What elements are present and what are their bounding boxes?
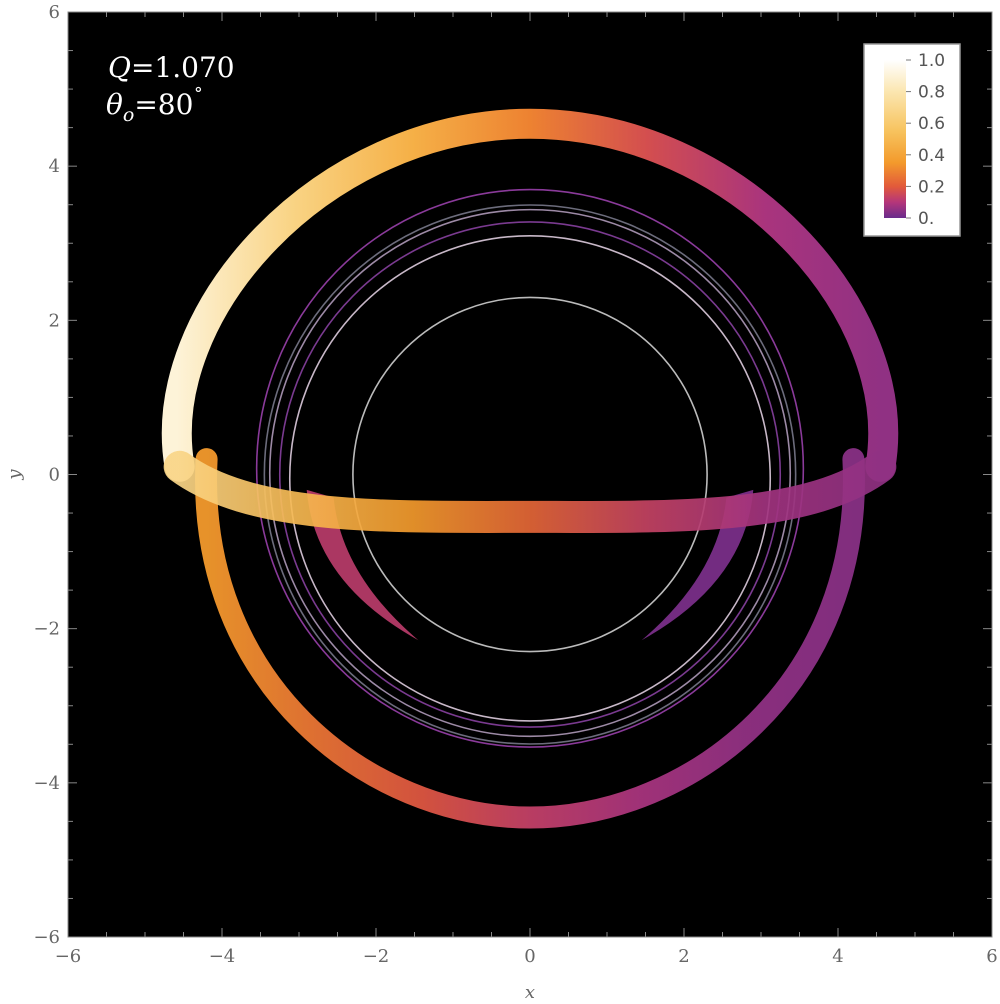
- theta-subscript: o: [123, 104, 134, 126]
- inclination-annotation: θo=80˚: [106, 85, 203, 126]
- x-tick-label: −6: [55, 946, 82, 967]
- colorbar-labels: 1.0 0.8 0.6 0.4 0.2 0.: [906, 51, 945, 229]
- charge-annotation: Q=1.070: [108, 51, 235, 84]
- y-tick-label: 4: [49, 156, 60, 177]
- y-tick-label: 6: [49, 2, 60, 23]
- axis-ticks: [67, 11, 993, 938]
- y-axis-label: y: [4, 469, 25, 481]
- x-tick-label: −4: [209, 946, 236, 967]
- colorbar: [884, 60, 906, 218]
- degree-symbol: ˚: [193, 85, 203, 109]
- colorbar-tick-label: 1.0: [918, 51, 945, 71]
- primary-image-front-band: [163, 450, 897, 533]
- colorbar-tick-label: 0.4: [918, 146, 945, 166]
- photon-ring: [288, 235, 772, 722]
- colorbar-tick-label: 0.8: [918, 83, 945, 103]
- y-tick-label: −6: [33, 927, 60, 948]
- x-tick-label: 2: [678, 946, 689, 967]
- y-tick-label: −4: [33, 773, 60, 794]
- y-tick-label: 2: [49, 310, 60, 331]
- primary-image-upper-arc: [161, 108, 899, 482]
- charge-value: =1.070: [131, 51, 235, 84]
- colorbar-legend: 1.0 0.8 0.6 0.4 0.2 0.: [863, 43, 961, 237]
- charge-symbol: Q: [108, 51, 131, 84]
- colorbar-tick-label: 0.6: [918, 114, 945, 134]
- theta-symbol: θ: [106, 88, 123, 121]
- disk-image-layer: [161, 108, 899, 829]
- x-tick-label: −2: [363, 946, 390, 967]
- y-tick-label: 0: [49, 465, 60, 486]
- legend-box: [863, 43, 961, 237]
- x-tick-label: 6: [986, 946, 997, 967]
- photon-ring: [255, 188, 805, 748]
- axis-tick-labels: −6 −4 −2 0 2 4 6 −6 −4 −2 0 2 4 6: [33, 2, 997, 967]
- colorbar-tick-label: 0.2: [918, 177, 945, 197]
- x-tick-label: 0: [524, 946, 535, 967]
- photon-ring: [278, 221, 782, 728]
- x-axis-label: x: [525, 982, 535, 1003]
- photon-ring: [268, 208, 792, 738]
- shadow-boundary-circle: [352, 296, 708, 653]
- secondary-image-arc: [195, 448, 865, 829]
- y-tick-label: −2: [33, 619, 60, 640]
- colorbar-tick-label: 0.: [918, 209, 934, 229]
- x-tick-label: 4: [832, 946, 843, 967]
- photon-ring-group: [255, 188, 805, 748]
- theta-value: =80: [134, 88, 193, 121]
- photon-ring: [263, 204, 797, 745]
